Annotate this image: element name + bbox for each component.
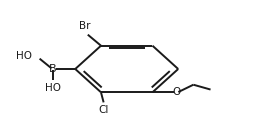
Text: Br: Br: [79, 21, 91, 30]
Text: B: B: [49, 64, 56, 74]
Text: HO: HO: [16, 51, 32, 61]
Text: O: O: [172, 87, 180, 97]
Text: Cl: Cl: [98, 105, 109, 115]
Text: HO: HO: [45, 83, 61, 93]
